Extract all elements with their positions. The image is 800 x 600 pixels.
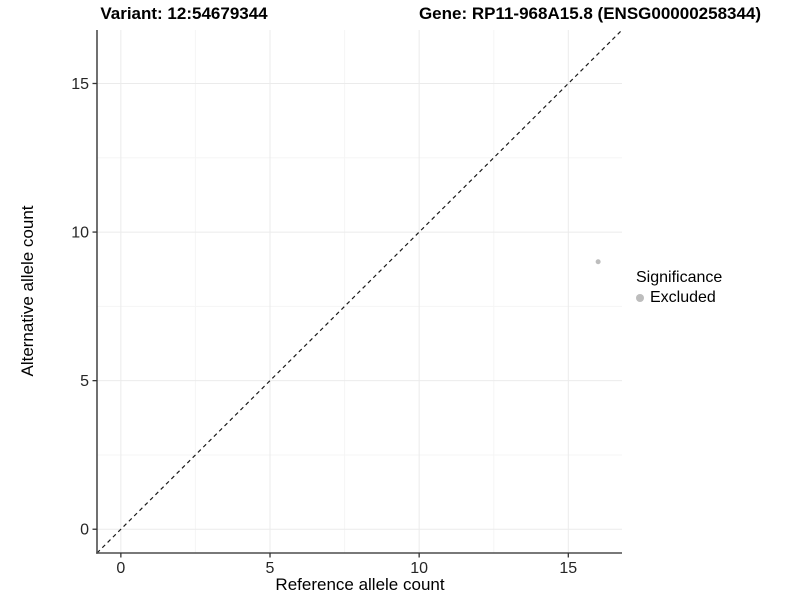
- x-tick-label: 10: [410, 560, 428, 577]
- excluded-point-icon: [636, 294, 644, 302]
- x-axis-title: Reference allele count: [275, 575, 445, 594]
- x-tick-label: 15: [559, 560, 577, 577]
- legend-title: Significance: [636, 269, 723, 286]
- gene-title: Gene: RP11-968A15.8 (ENSG00000258344): [418, 4, 762, 23]
- y-tick-label: 5: [80, 373, 89, 390]
- y-tick-label: 10: [71, 225, 89, 242]
- legend: Significance Excluded: [636, 269, 722, 307]
- y-tick-label: 15: [71, 76, 89, 93]
- y-tick-label: 0: [80, 522, 89, 539]
- x-tick-label: 5: [266, 560, 275, 577]
- data-point: [595, 259, 601, 265]
- x-tick-label: 0: [116, 560, 125, 577]
- legend-item-label: Excluded: [650, 289, 716, 306]
- legend-item-excluded: Excluded: [636, 289, 722, 307]
- y-axis-title: Alternative allele count: [18, 205, 37, 377]
- identity-line: [96, 29, 623, 554]
- variant-title: Variant: 12:54679344: [100, 4, 268, 23]
